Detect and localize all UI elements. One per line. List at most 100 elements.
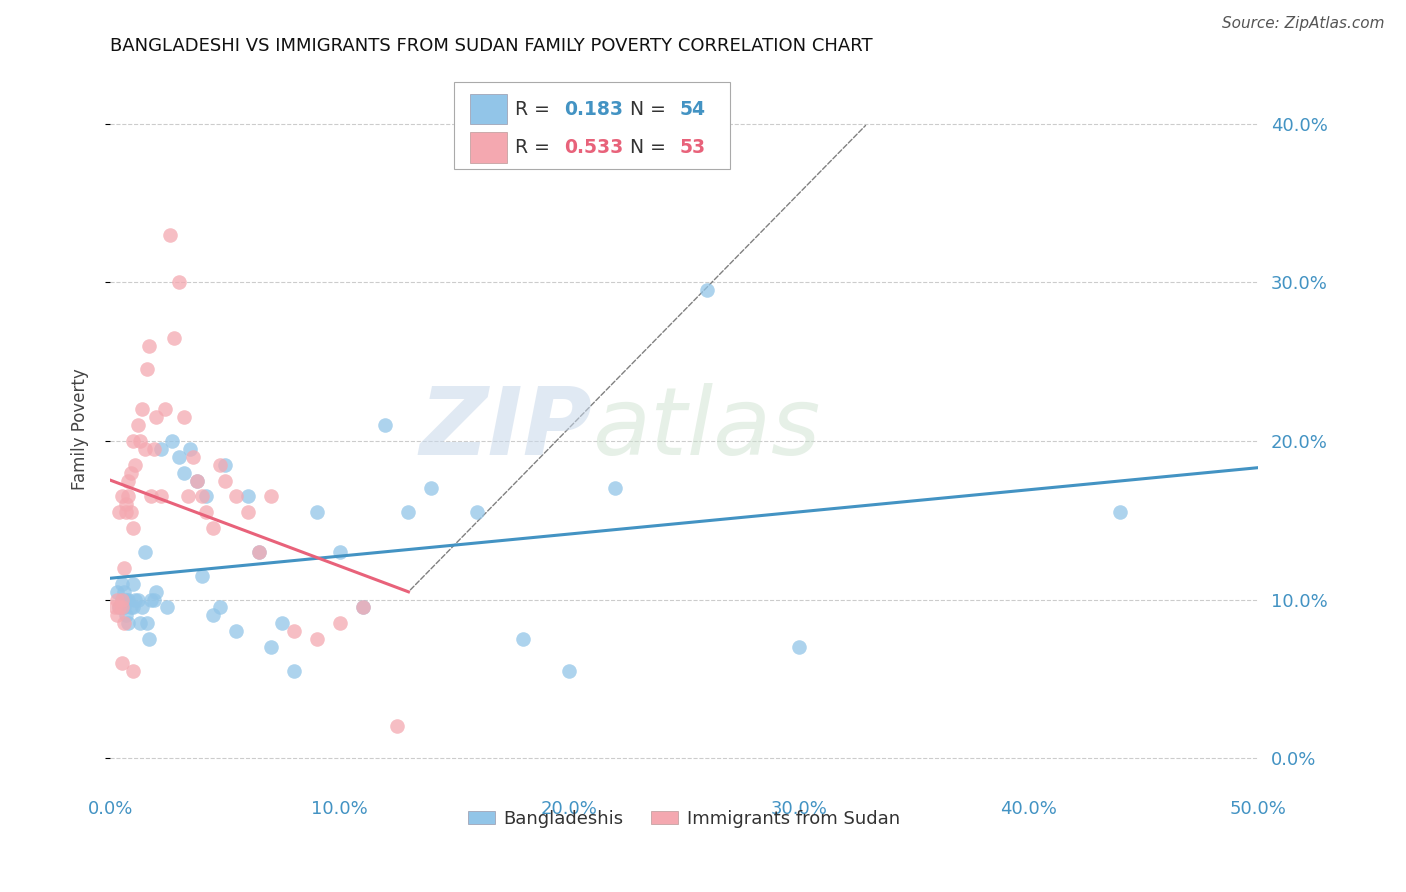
Point: [305, 505, 328, 519]
Point: [160, 434, 183, 448]
Point: [173, 410, 195, 425]
Point: [195, 505, 218, 519]
Point: [271, 616, 294, 631]
Point: [512, 632, 534, 647]
Point: [120, 505, 142, 519]
Point: [163, 331, 186, 345]
Point: [374, 417, 396, 432]
Text: 54: 54: [679, 100, 706, 119]
Point: [124, 458, 146, 472]
Point: [117, 616, 139, 631]
Text: R =: R =: [515, 138, 555, 157]
Point: [385, 719, 408, 733]
Text: Source: ZipAtlas.com: Source: ZipAtlas.com: [1222, 16, 1385, 31]
Point: [122, 664, 145, 678]
Point: [142, 592, 165, 607]
Point: [209, 600, 232, 615]
Text: ZIP: ZIP: [419, 383, 592, 475]
Point: [179, 442, 201, 456]
Point: [465, 505, 488, 519]
Point: [120, 600, 142, 615]
Point: [283, 664, 305, 678]
Point: [108, 505, 131, 519]
Point: [247, 545, 270, 559]
Point: [177, 489, 200, 503]
Point: [127, 592, 149, 607]
Point: [131, 402, 153, 417]
Point: [110, 592, 132, 607]
Point: [122, 434, 145, 448]
Point: [283, 624, 305, 639]
Point: [329, 545, 352, 559]
Point: [420, 482, 443, 496]
Point: [156, 600, 179, 615]
Point: [122, 576, 145, 591]
Point: [117, 489, 139, 503]
Text: N =: N =: [630, 138, 672, 157]
Point: [141, 592, 163, 607]
Point: [138, 632, 160, 647]
Point: [122, 600, 145, 615]
Point: [558, 664, 581, 678]
Point: [124, 592, 146, 607]
Point: [202, 521, 225, 535]
Point: [105, 592, 128, 607]
Point: [173, 466, 195, 480]
FancyBboxPatch shape: [454, 82, 730, 169]
Point: [108, 600, 131, 615]
Point: [191, 568, 214, 582]
Point: [142, 442, 165, 456]
Point: [115, 608, 138, 623]
FancyBboxPatch shape: [471, 94, 508, 124]
Point: [225, 489, 247, 503]
Point: [134, 545, 156, 559]
Point: [236, 505, 259, 519]
Point: [138, 338, 160, 352]
Point: [260, 640, 283, 654]
Point: [120, 466, 142, 480]
Text: 0.533: 0.533: [565, 138, 624, 157]
Point: [352, 600, 374, 615]
Point: [167, 275, 190, 289]
Point: [129, 616, 152, 631]
Point: [696, 283, 718, 297]
Point: [110, 576, 132, 591]
Point: [149, 442, 172, 456]
Point: [153, 402, 176, 417]
Point: [159, 227, 181, 242]
Point: [186, 474, 208, 488]
Point: [214, 474, 236, 488]
Point: [135, 616, 157, 631]
Point: [110, 600, 132, 615]
Point: [236, 489, 259, 503]
Point: [186, 474, 208, 488]
Text: R =: R =: [515, 100, 555, 119]
Point: [260, 489, 283, 503]
Point: [127, 417, 149, 432]
Point: [117, 592, 139, 607]
Point: [145, 584, 167, 599]
Point: [195, 489, 218, 503]
Point: [108, 600, 131, 615]
Point: [110, 489, 132, 503]
Point: [112, 561, 135, 575]
Point: [214, 458, 236, 472]
Text: BANGLADESHI VS IMMIGRANTS FROM SUDAN FAMILY POVERTY CORRELATION CHART: BANGLADESHI VS IMMIGRANTS FROM SUDAN FAM…: [110, 37, 873, 55]
Point: [1109, 505, 1132, 519]
Point: [110, 592, 132, 607]
Point: [110, 656, 132, 670]
Point: [115, 497, 138, 511]
Point: [305, 632, 328, 647]
Text: 53: 53: [679, 138, 706, 157]
Point: [112, 616, 135, 631]
Point: [141, 489, 163, 503]
Text: atlas: atlas: [592, 384, 820, 475]
Point: [131, 600, 153, 615]
Point: [329, 616, 352, 631]
Point: [115, 592, 138, 607]
Y-axis label: Family Poverty: Family Poverty: [72, 368, 89, 490]
Text: N =: N =: [630, 100, 672, 119]
Point: [167, 450, 190, 464]
Point: [209, 458, 232, 472]
Point: [787, 640, 810, 654]
